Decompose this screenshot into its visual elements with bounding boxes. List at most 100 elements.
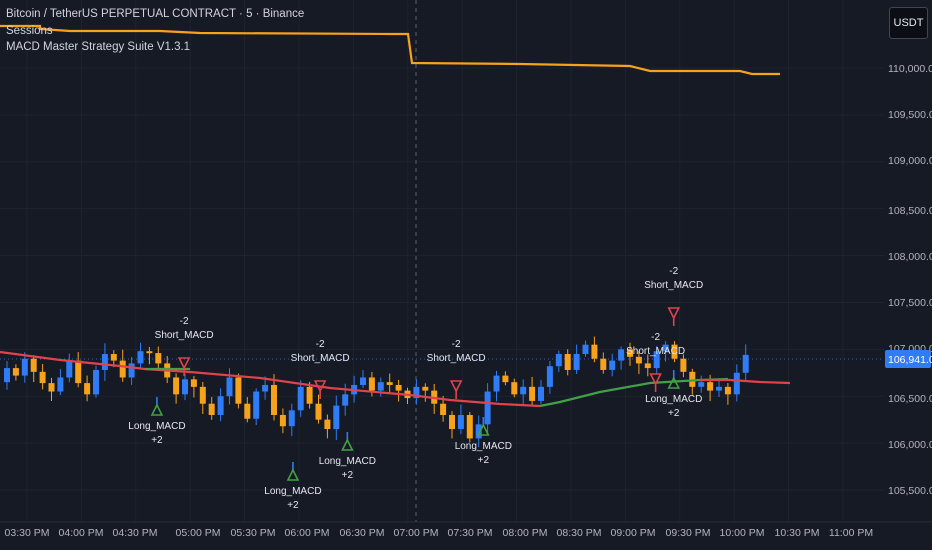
candle[interactable] [635, 356, 642, 364]
candle[interactable] [733, 372, 740, 395]
candle[interactable] [84, 383, 91, 395]
candle[interactable] [742, 354, 749, 373]
signal-qty: -2 [180, 316, 189, 327]
candle[interactable] [146, 351, 153, 354]
long-signal: Long_MACD +2 [128, 397, 186, 446]
candle[interactable] [217, 396, 224, 415]
candle[interactable] [360, 377, 366, 385]
candle[interactable] [680, 358, 687, 372]
time-label: 04:00 PM [59, 527, 104, 539]
indicator-sessions[interactable]: Sessions [6, 24, 53, 37]
candle[interactable] [707, 382, 714, 391]
candle[interactable] [333, 405, 340, 430]
candle[interactable] [671, 344, 678, 359]
candle[interactable] [262, 384, 269, 392]
candle[interactable] [511, 382, 518, 395]
candle[interactable] [155, 353, 162, 364]
candle[interactable] [698, 382, 705, 387]
long-triangle-icon [341, 438, 354, 451]
candle[interactable] [235, 377, 242, 404]
candle[interactable] [253, 391, 260, 419]
time-label: 07:00 PM [394, 527, 439, 539]
symbol-title[interactable]: Bitcoin / TetherUS PERPETUAL CONTRACT · … [6, 8, 305, 20]
indicator-macd-strategy[interactable]: MACD Master Strategy Suite V1.3.1 [6, 41, 191, 53]
candle[interactable] [555, 354, 562, 367]
candle[interactable] [39, 371, 46, 384]
candle[interactable] [324, 419, 331, 430]
candle[interactable] [306, 386, 313, 404]
candle[interactable] [12, 368, 19, 376]
price-label: 106,000.0 [888, 439, 932, 451]
candle[interactable] [368, 377, 375, 391]
candle[interactable] [66, 360, 73, 378]
candle[interactable] [279, 414, 286, 427]
candle[interactable] [618, 349, 625, 361]
candle[interactable] [529, 386, 536, 401]
candle[interactable] [457, 414, 464, 430]
candle[interactable] [591, 344, 598, 359]
candle[interactable] [644, 363, 651, 369]
candle[interactable] [386, 382, 393, 385]
candle[interactable] [653, 351, 660, 369]
candle[interactable] [582, 344, 589, 355]
candle[interactable] [689, 371, 696, 387]
candle[interactable] [48, 383, 55, 392]
candle[interactable] [315, 403, 322, 420]
candle[interactable] [297, 386, 304, 411]
candle[interactable] [244, 403, 251, 419]
candle[interactable] [182, 379, 188, 395]
candle[interactable] [502, 375, 509, 383]
time-label: 09:00 PM [611, 527, 656, 539]
candle[interactable] [93, 369, 99, 395]
time-axis[interactable] [0, 522, 932, 550]
candle[interactable] [724, 386, 731, 395]
last-price-value: 106,941.0 [888, 354, 932, 366]
candle[interactable] [137, 351, 144, 364]
candle[interactable] [57, 377, 64, 392]
candle[interactable] [538, 386, 544, 401]
candle[interactable] [520, 386, 527, 395]
candle[interactable] [101, 354, 108, 370]
candle[interactable] [271, 384, 277, 415]
candle[interactable] [208, 403, 215, 415]
candle[interactable] [342, 394, 349, 406]
candle[interactable] [190, 379, 197, 387]
candle[interactable] [30, 358, 37, 372]
currency-button[interactable]: USDT [889, 7, 928, 39]
candle[interactable] [75, 360, 82, 384]
candle[interactable] [449, 414, 455, 430]
candle[interactable] [627, 349, 633, 357]
candle[interactable] [662, 344, 669, 352]
signal-label: Short_MACD [427, 353, 486, 364]
candle[interactable] [600, 358, 607, 370]
candle[interactable] [609, 360, 616, 370]
candle[interactable] [716, 386, 722, 391]
candle[interactable] [288, 410, 295, 427]
candle[interactable] [413, 386, 420, 399]
candle[interactable] [4, 368, 10, 383]
candle[interactable] [422, 386, 429, 391]
candle[interactable] [493, 375, 500, 392]
candle[interactable] [110, 354, 117, 361]
candle[interactable] [226, 377, 233, 397]
candles[interactable] [4, 336, 749, 448]
candle[interactable] [128, 363, 135, 378]
candle[interactable] [119, 360, 126, 378]
time-label: 08:00 PM [503, 527, 548, 539]
candle[interactable] [466, 414, 473, 439]
candle[interactable] [21, 358, 28, 376]
price-label: 109,000.0 [888, 155, 932, 167]
candle[interactable] [377, 382, 384, 391]
candle[interactable] [395, 384, 402, 391]
candle[interactable] [484, 391, 491, 425]
candle[interactable] [173, 377, 180, 395]
candle[interactable] [475, 424, 482, 439]
candle[interactable] [564, 354, 571, 370]
price-axis[interactable] [884, 0, 932, 522]
candle[interactable] [440, 403, 447, 415]
candle[interactable] [199, 386, 206, 404]
candle[interactable] [546, 366, 553, 387]
signal-label: Long_MACD [455, 441, 512, 452]
candle[interactable] [573, 354, 580, 370]
